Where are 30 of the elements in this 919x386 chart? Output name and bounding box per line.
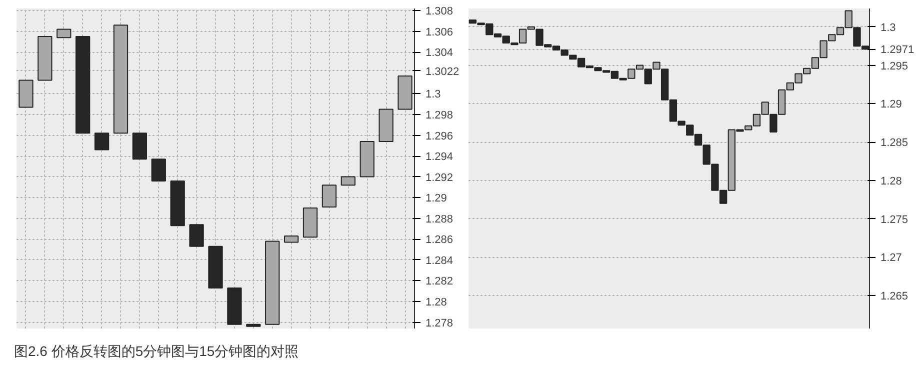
y-tick-label: 1.3 — [880, 22, 896, 34]
y-tick-label: 1.3 — [426, 88, 441, 101]
y-tick-label: 1.296 — [426, 130, 454, 142]
candlestick — [189, 224, 204, 247]
candlestick — [151, 158, 166, 182]
y-tick-label: 1.294 — [426, 151, 454, 164]
y-tick-label: 1.275 — [880, 214, 908, 226]
candlestick — [94, 132, 110, 150]
y-tick-label: 1.292 — [426, 172, 454, 184]
y-tick-label: 1.265 — [880, 290, 908, 302]
y-tick-label: 1.308 — [426, 6, 454, 18]
y-tick-label: 1.288 — [426, 213, 454, 226]
y-tick-label: 1.286 — [426, 234, 454, 246]
y-tick-label: 1.28 — [880, 175, 902, 188]
y-tick-label: 1.295 — [880, 60, 908, 72]
y-tick-label: 1.285 — [880, 137, 908, 150]
y-tick-label: 1.282 — [426, 276, 454, 288]
y-tick-label: 1.278 — [426, 317, 454, 330]
y-tick-label: 1.284 — [426, 254, 454, 267]
y-tick-label: 1.304 — [426, 47, 454, 60]
y-tick-label: 1.29 — [426, 192, 447, 205]
y-tick-label: 1.2971 — [880, 44, 914, 56]
y-tick-label: 1.29 — [880, 98, 902, 111]
y-tick-label: 1.3022 — [426, 66, 460, 78]
caption: 图2.6 价格反转图的5分钟图与15分钟图的对照 — [14, 342, 299, 361]
y-tick-label: 1.298 — [426, 109, 454, 122]
y-tick-label: 1.28 — [426, 296, 447, 308]
y-tick-label: 1.306 — [426, 26, 454, 38]
candlestick — [322, 184, 337, 208]
y-tick-label: 1.27 — [880, 252, 902, 264]
